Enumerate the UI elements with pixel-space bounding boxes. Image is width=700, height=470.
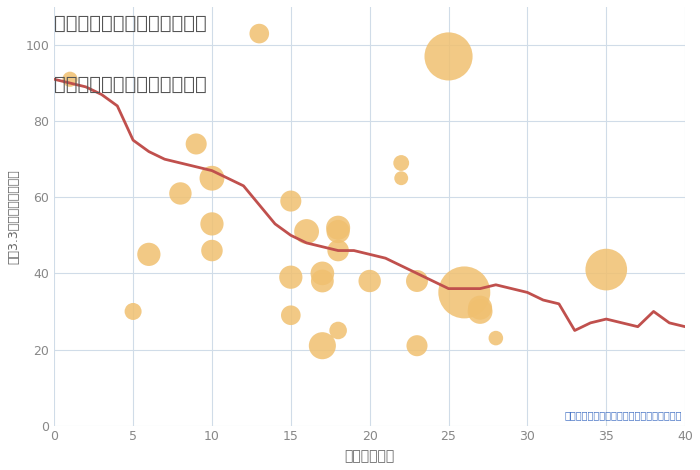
Point (64, 76, 76, 83)
Point (458, 289, 470, 296)
Point (395, 159, 407, 167)
Point (332, 247, 344, 254)
Point (206, 247, 218, 254)
Point (285, 197, 296, 205)
Text: 円の大きさは、取引のあった物件面積を示す: 円の大きさは、取引のあった物件面積を示す (564, 410, 682, 420)
Point (395, 174, 407, 182)
Point (206, 174, 218, 182)
Text: 築年数別中古マンション価格: 築年数別中古マンション価格 (54, 75, 207, 94)
Point (190, 140, 202, 148)
Point (412, 277, 423, 285)
Point (301, 228, 312, 235)
Text: 岐阜県高山市国府町三日町の: 岐阜県高山市国府町三日町の (54, 14, 207, 33)
Point (285, 274, 296, 281)
Point (412, 342, 423, 350)
Point (490, 334, 501, 342)
X-axis label: 築年数（年）: 築年数（年） (344, 449, 395, 463)
Point (144, 251, 155, 258)
Point (475, 304, 486, 312)
Point (285, 312, 296, 319)
Point (332, 228, 344, 235)
Point (317, 342, 328, 350)
Point (475, 308, 486, 315)
Y-axis label: 坪（3.3㎡）単価（万円）: 坪（3.3㎡）単価（万円） (7, 169, 20, 264)
Point (332, 327, 344, 334)
Point (443, 53, 454, 60)
Point (253, 30, 265, 37)
Point (317, 270, 328, 277)
Point (127, 308, 139, 315)
Point (206, 220, 218, 227)
Point (332, 224, 344, 231)
Point (175, 190, 186, 197)
Point (364, 277, 375, 285)
Point (601, 266, 612, 274)
Point (317, 277, 328, 285)
